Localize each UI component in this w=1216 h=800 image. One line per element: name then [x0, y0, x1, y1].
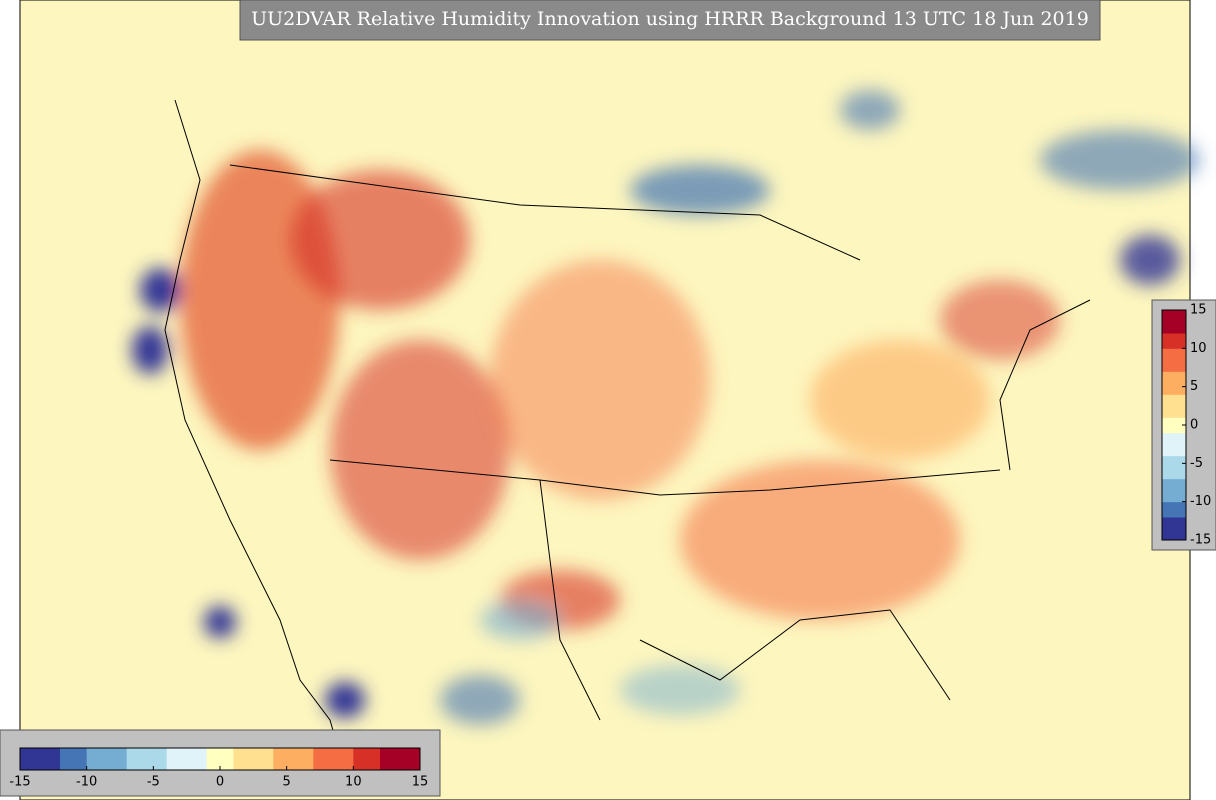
colorbar-tick-label: -15: [1190, 533, 1211, 548]
colorbar-segment: [1162, 348, 1186, 357]
colorbar-segment: [220, 748, 234, 770]
colorbar-tick-label: 0: [1190, 418, 1198, 433]
colorbar-tick-label: -15: [9, 775, 30, 790]
colorbar-segment: [326, 748, 341, 770]
colorbar-segment: [126, 748, 141, 770]
colorbar-segment: [1162, 363, 1186, 372]
colorbar-segment: [86, 748, 101, 770]
colorbar-segment: [1162, 440, 1186, 449]
colorbar-segment: [46, 748, 61, 770]
colorbar-segment: [406, 748, 421, 770]
colorbar-segment: [20, 748, 34, 770]
innovation-field: [132, 90, 1200, 725]
colorbar-segment: [1162, 425, 1186, 434]
colorbar-segment: [1162, 455, 1186, 464]
colorbar-segment: [1162, 394, 1186, 403]
colorbar-segment: [140, 748, 154, 770]
colorbar-segment: [366, 748, 381, 770]
colorbar-segment: [393, 748, 408, 770]
boundaries: [164, 99, 1091, 791]
colorbar-segment: [1162, 325, 1186, 334]
colorbar-segment: [1162, 494, 1186, 503]
colorbar-segment: [1162, 448, 1186, 457]
colorbar-segment: [1162, 371, 1186, 380]
colorbar-segment: [340, 748, 354, 770]
colorbar-segment: [100, 748, 114, 770]
colorbar-tick-label: 5: [283, 775, 291, 790]
colorbar-segment: [286, 748, 301, 770]
colorbar-segment: [1162, 317, 1186, 326]
map-title: UU2DVAR Relative Humidity Innovation usi…: [251, 8, 1089, 30]
title-box: [239, 0, 1101, 41]
colorbar-segment: [300, 748, 314, 770]
colorbar-tick-label: 10: [1190, 341, 1207, 356]
colorbar-segment: [193, 748, 208, 770]
colorbar-segment: [1162, 356, 1186, 365]
colorbar-segment: [1162, 402, 1186, 411]
colorbar-tick-label: 15: [412, 775, 429, 790]
colorbar-segment: [33, 748, 48, 770]
colorbar-segment: [1162, 509, 1186, 518]
colorbar-segment: [273, 748, 288, 770]
colorbar-segment: [380, 748, 394, 770]
colorbar-segment: [1162, 432, 1186, 441]
colorbar-segment: [1162, 532, 1186, 541]
colorbar-segment: [1162, 386, 1186, 395]
colorbar-segment: [260, 748, 274, 770]
colorbar-tick-label: -10: [76, 775, 97, 790]
colorbar-segment: [1162, 463, 1186, 472]
colorbar-tick-label: -5: [147, 775, 160, 790]
colorbar-segment: [1162, 409, 1186, 418]
colorbar-segment: [1162, 471, 1186, 480]
colorbar-tick-label: -5: [1190, 456, 1203, 471]
colorbar-segment: [1162, 517, 1186, 526]
colorbar-segment: [1162, 486, 1186, 495]
colorbar-segment: [166, 748, 181, 770]
colorbar-tick-label: 10: [345, 775, 362, 790]
colorbar-segment: [1162, 310, 1186, 319]
colorbar-segment: [1162, 379, 1186, 388]
colorbar-segment: [153, 748, 168, 770]
colorbar-segment: [233, 748, 248, 770]
colorbar-tick-label: 0: [216, 775, 224, 790]
colorbar-segment: [1162, 417, 1186, 426]
colorbar-segment: [1162, 333, 1186, 342]
colorbar-segment: [180, 748, 194, 770]
colorbar-segment: [113, 748, 128, 770]
colorbar-segment: [1162, 478, 1186, 487]
colorbar-segment: [313, 748, 328, 770]
colorbar-tick-label: -10: [1190, 494, 1211, 509]
colorbar-segment: [60, 748, 74, 770]
colorbar-tick-label: 15: [1190, 303, 1207, 318]
colorbar-segment: [1162, 340, 1186, 349]
colorbar-segment: [246, 748, 261, 770]
colorbar-segment: [353, 748, 368, 770]
colorbar-segment: [206, 748, 221, 770]
colorbar-segment: [1162, 501, 1186, 510]
colorbar-tick-label: 5: [1190, 379, 1198, 394]
colorbar-segment: [73, 748, 88, 770]
colorbar-segment: [1162, 524, 1186, 533]
